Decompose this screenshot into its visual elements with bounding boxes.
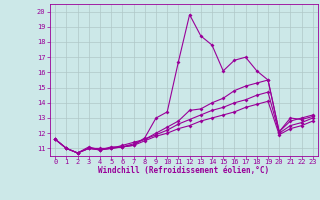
X-axis label: Windchill (Refroidissement éolien,°C): Windchill (Refroidissement éolien,°C) [99, 166, 269, 175]
